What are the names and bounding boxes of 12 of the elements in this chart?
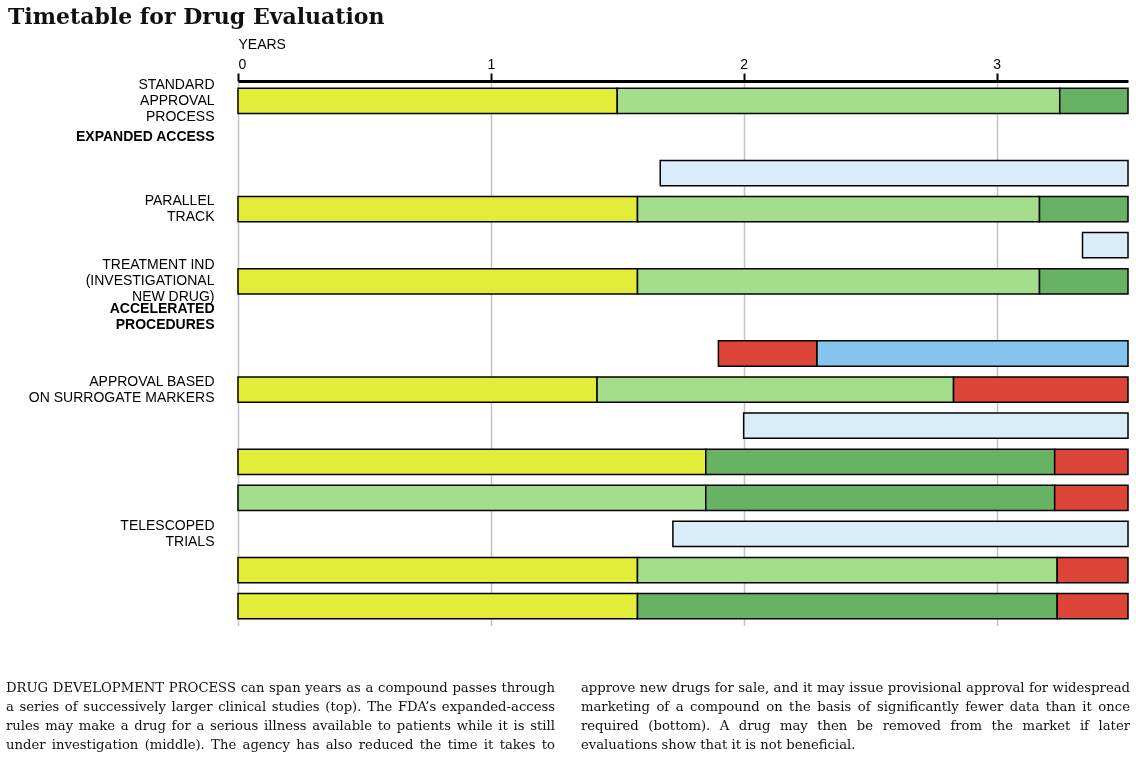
x-tick-label: 1 [487,55,496,72]
y-tick-label: STANDARD APPROVAL PROCESS [138,75,215,124]
y-tick-label: TELESCOPED TRIALS [120,516,215,549]
y-tick-label: PARALLEL TRACK [144,192,216,225]
chart-title: Timetable for Drug Evaluation [8,3,385,29]
x-tick-label: 3 [993,55,1002,72]
x-tick-label: 0 [238,55,247,72]
x-tick-label: 2 [740,55,749,72]
text: DRUG DEVELOPMENT PROCESS can span years as a compound passes through a series of successively larger clinical studies (top). The FDA’s expanded-access rules may make a drug for a serious illness available to patients while it is still under investigation (middle). The agency has also reduced the time it takes to approve new drugs for sale, and it may issue provisional approval for widespread marketing of a compound on the basis of significantly fewer data than it once required (bottom). A drug may then be removed from the market if later evaluations show that it is not beneficial. [6,680,1130,752]
x-axis-title: YEARS [238,35,286,52]
y-tick-label: EXPANDED ACCESS [76,127,215,144]
y-tick-label: APPROVAL BASED ON SURROGATE MARKERS [28,372,215,405]
